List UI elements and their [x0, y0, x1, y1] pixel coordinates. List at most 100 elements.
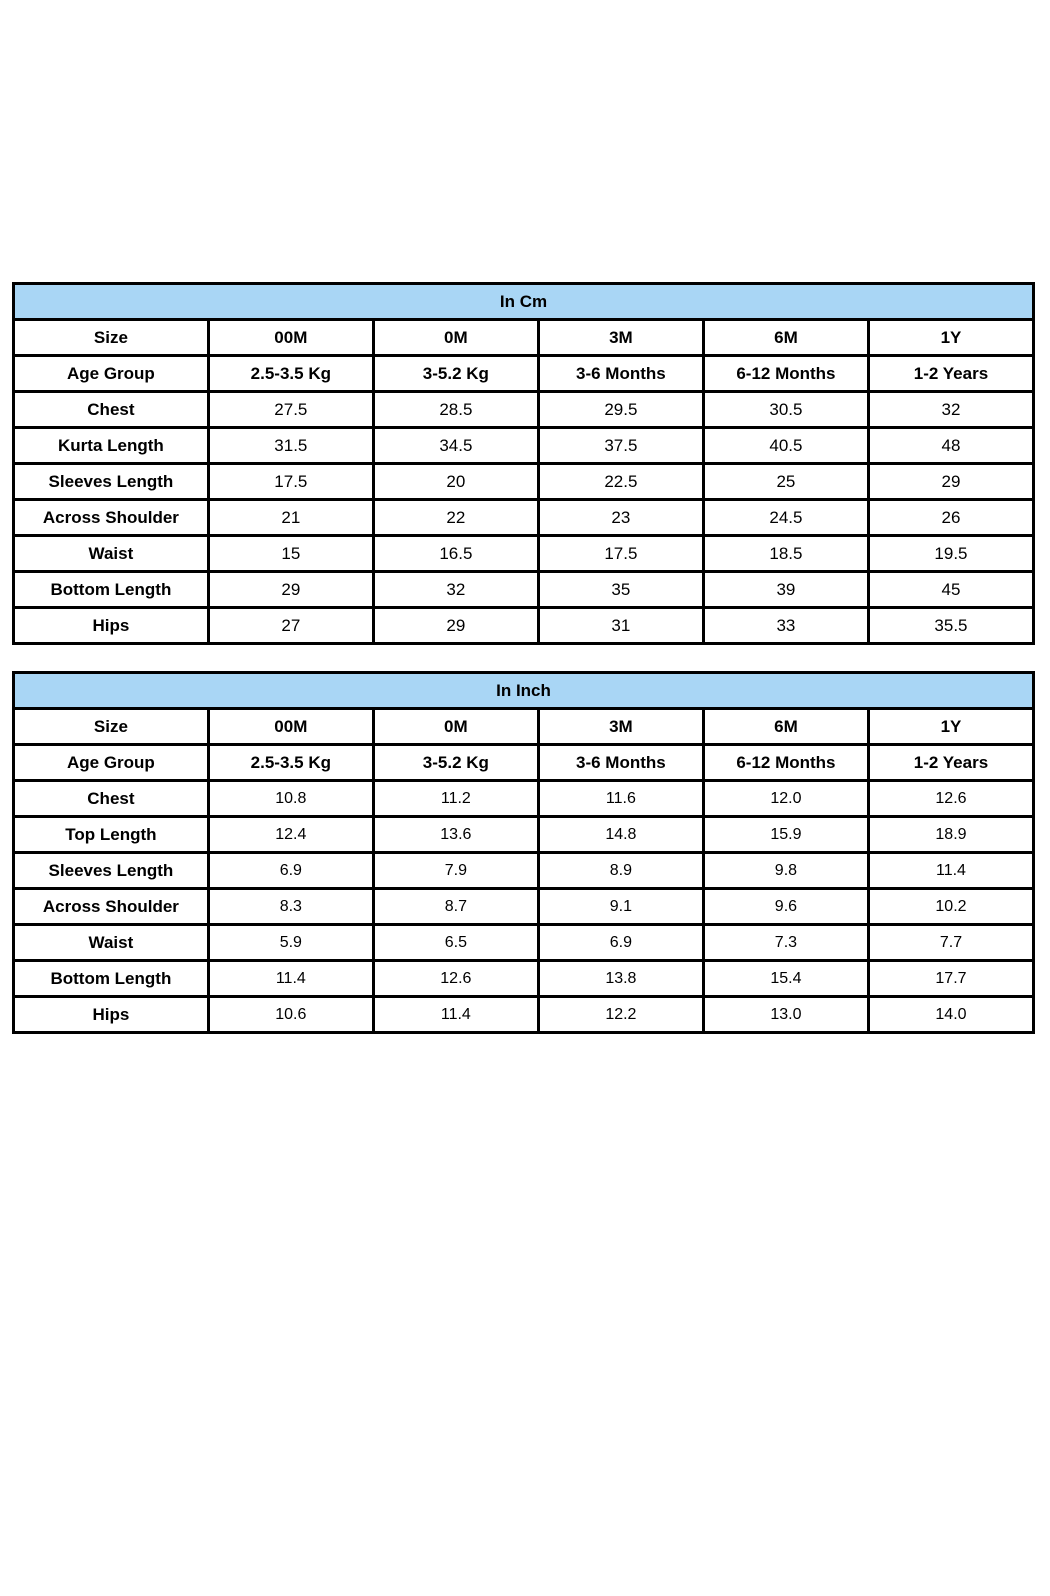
age-group-value: 2.5-3.5 Kg	[206, 743, 375, 782]
size-column-header: 6M	[701, 707, 870, 746]
measurement-value: 11.6	[536, 779, 705, 818]
measurement-value: 17.7	[866, 959, 1036, 998]
measurement-value: 8.9	[536, 851, 705, 890]
measurement-value: 32	[371, 570, 540, 609]
measurement-row: Bottom Length 11.4 12.6 13.8 15.4 17.7	[12, 959, 1036, 998]
measurement-value: 35.5	[866, 606, 1036, 645]
measurement-value: 26	[866, 498, 1036, 537]
measurement-value: 29	[206, 570, 375, 609]
measurement-value: 10.2	[866, 887, 1036, 926]
age-group-value: 3-6 Months	[536, 743, 705, 782]
size-column-header: 00M	[206, 707, 375, 746]
measurement-value: 31.5	[206, 426, 375, 465]
measurement-value: 6.9	[206, 851, 375, 890]
size-table-cm-body: In Cm Size 00M 0M 3M 6M 1Y Age Group 2.5-3.5 Kg 3…	[12, 282, 1036, 645]
measurement-row-label: Waist	[12, 923, 210, 962]
measurement-value: 11.4	[371, 995, 540, 1034]
measurement-row: Chest 27.5 28.5 29.5 30.5 32	[12, 390, 1036, 429]
measurement-value: 37.5	[536, 426, 705, 465]
measurement-value: 10.6	[206, 995, 375, 1034]
measurement-value: 22.5	[536, 462, 705, 501]
measurement-row-label: Chest	[12, 779, 210, 818]
measurement-value: 15.9	[701, 815, 870, 854]
measurement-value: 45	[866, 570, 1036, 609]
size-table-inch-body: In Inch Size 00M 0M 3M 6M 1Y Age Group 2.5-3.5 K…	[12, 671, 1036, 1034]
measurement-value: 7.9	[371, 851, 540, 890]
age-group-value: 3-6 Months	[536, 354, 705, 393]
size-chart-inch-block: In Inch Size 00M 0M 3M 6M 1Y Age Group 2.5-3.5 K…	[12, 671, 1036, 1034]
measurement-row: Across Shoulder 21 22 23 24.5 26	[12, 498, 1036, 537]
measurement-row-label: Hips	[12, 995, 210, 1034]
measurement-row-label: Across Shoulder	[12, 498, 210, 537]
measurement-value: 24.5	[701, 498, 870, 537]
measurement-value: 6.5	[371, 923, 540, 962]
measurement-value: 29.5	[536, 390, 705, 429]
measurement-value: 22	[371, 498, 540, 537]
measurement-value: 14.0	[866, 995, 1036, 1034]
age-group-row: Age Group 2.5-3.5 Kg 3-5.2 Kg 3-6 Months 6-1…	[12, 743, 1036, 782]
size-table-cm: In Cm Size 00M 0M 3M 6M 1Y Age Group 2.5-3.5 Kg 3…	[12, 282, 1036, 645]
title-row: In Cm	[12, 282, 1035, 321]
measurement-row-label: Sleeves Length	[12, 851, 210, 890]
measurement-row: Across Shoulder 8.3 8.7 9.1 9.6 10.2	[12, 887, 1036, 926]
measurement-value: 16.5	[371, 534, 540, 573]
measurement-value: 12.4	[206, 815, 375, 854]
measurement-value: 9.1	[536, 887, 705, 926]
measurement-value: 17.5	[206, 462, 375, 501]
size-row: Size 00M 0M 3M 6M 1Y	[12, 707, 1036, 746]
size-column-header: 1Y	[866, 707, 1036, 746]
measurement-row-label: Sleeves Length	[12, 462, 210, 501]
size-column-header: 3M	[536, 707, 705, 746]
table-title: In Cm	[12, 282, 1035, 321]
measurement-value: 18.9	[866, 815, 1036, 854]
measurement-value: 5.9	[206, 923, 375, 962]
measurement-value: 18.5	[701, 534, 870, 573]
measurement-value: 15.4	[701, 959, 870, 998]
measurement-value: 13.8	[536, 959, 705, 998]
measurement-row-label: Kurta Length	[12, 426, 210, 465]
age-group-value: 1-2 Years	[866, 354, 1036, 393]
measurement-row: Waist 15 16.5 17.5 18.5 19.5	[12, 534, 1036, 573]
size-column-header: 1Y	[866, 318, 1036, 357]
measurement-value: 29	[371, 606, 540, 645]
measurement-value: 31	[536, 606, 705, 645]
measurement-row: Sleeves Length 17.5 20 22.5 25 29	[12, 462, 1036, 501]
measurement-value: 21	[206, 498, 375, 537]
measurement-row-label: Hips	[12, 606, 210, 645]
measurement-value: 33	[701, 606, 870, 645]
measurement-value: 40.5	[701, 426, 870, 465]
measurement-value: 13.0	[701, 995, 870, 1034]
measurement-value: 32	[866, 390, 1036, 429]
age-group-value: 3-5.2 Kg	[371, 743, 540, 782]
measurement-value: 17.5	[536, 534, 705, 573]
measurement-row: Kurta Length 31.5 34.5 37.5 40.5 48	[12, 426, 1036, 465]
measurement-row: Hips 27 29 31 33 35.5	[12, 606, 1036, 645]
measurement-row-label: Chest	[12, 390, 210, 429]
measurement-value: 34.5	[371, 426, 540, 465]
age-group-row-label: Age Group	[12, 743, 210, 782]
size-chart-cm-block: In Cm Size 00M 0M 3M 6M 1Y Age Group 2.5-3.5 Kg 3…	[12, 282, 1036, 645]
measurement-value: 28.5	[371, 390, 540, 429]
measurement-value: 7.7	[866, 923, 1036, 962]
measurement-value: 29	[866, 462, 1036, 501]
size-column-header: 3M	[536, 318, 705, 357]
measurement-value: 8.3	[206, 887, 375, 926]
age-group-value: 6-12 Months	[701, 743, 870, 782]
measurement-row: Chest 10.8 11.2 11.6 12.0 12.6	[12, 779, 1036, 818]
measurement-row-label: Across Shoulder	[12, 887, 210, 926]
age-group-value: 1-2 Years	[866, 743, 1036, 782]
size-chart-tables: In Cm Size 00M 0M 3M 6M 1Y Age Group 2.5-3.5 Kg 3…	[12, 282, 1036, 1034]
measurement-row: Bottom Length 29 32 35 39 45	[12, 570, 1036, 609]
title-row: In Inch	[12, 671, 1035, 710]
measurement-value: 12.6	[866, 779, 1036, 818]
age-group-value: 6-12 Months	[701, 354, 870, 393]
table-title: In Inch	[12, 671, 1035, 710]
measurement-value: 25	[701, 462, 870, 501]
size-table-inch: In Inch Size 00M 0M 3M 6M 1Y Age Group 2.5-3.5 K…	[12, 671, 1036, 1034]
measurement-row: Top Length 12.4 13.6 14.8 15.9 18.9	[12, 815, 1036, 854]
size-column-header: 6M	[701, 318, 870, 357]
size-column-header: 0M	[371, 318, 540, 357]
measurement-value: 35	[536, 570, 705, 609]
measurement-value: 15	[206, 534, 375, 573]
